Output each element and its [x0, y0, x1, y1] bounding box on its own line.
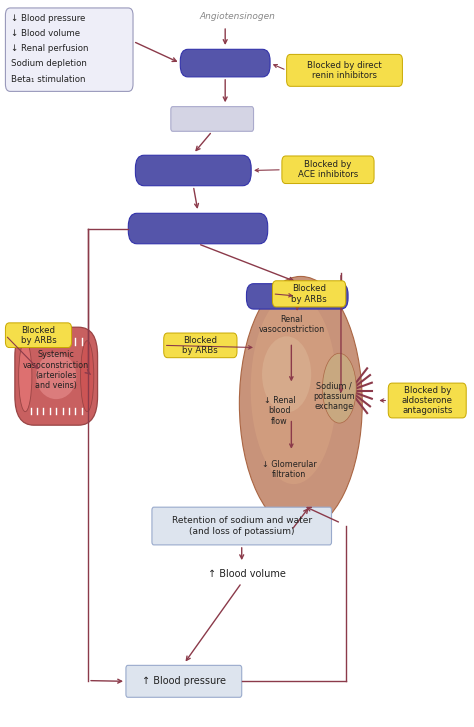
FancyBboxPatch shape [171, 107, 254, 132]
FancyBboxPatch shape [128, 213, 268, 244]
Text: ↓ Glomerular
filtration: ↓ Glomerular filtration [262, 459, 316, 479]
FancyBboxPatch shape [152, 507, 331, 545]
Text: Beta₁ stimulation: Beta₁ stimulation [11, 75, 86, 84]
FancyBboxPatch shape [164, 333, 237, 358]
Text: ↓ Renal
blood
flow: ↓ Renal blood flow [264, 395, 295, 425]
FancyBboxPatch shape [5, 8, 133, 92]
FancyBboxPatch shape [180, 49, 270, 77]
Text: Blocked by direct
renin inhibitors: Blocked by direct renin inhibitors [307, 60, 382, 80]
Text: Systemic
vasoconstriction
(arterioles
and veins): Systemic vasoconstriction (arterioles an… [23, 350, 89, 390]
Ellipse shape [322, 353, 356, 423]
Text: Renal
vasoconstriction: Renal vasoconstriction [258, 315, 324, 334]
Text: Angiotensinogen: Angiotensinogen [199, 12, 275, 21]
Text: Sodium /
potassium
exchange: Sodium / potassium exchange [313, 381, 355, 411]
FancyBboxPatch shape [5, 323, 72, 348]
Ellipse shape [251, 294, 337, 484]
Text: ↓ Renal perfusion: ↓ Renal perfusion [11, 44, 89, 53]
FancyBboxPatch shape [136, 156, 251, 185]
FancyBboxPatch shape [126, 665, 242, 697]
Text: Blocked
by ARBs: Blocked by ARBs [21, 326, 56, 345]
Ellipse shape [262, 337, 311, 412]
Text: ↓ Blood pressure: ↓ Blood pressure [11, 14, 85, 23]
FancyBboxPatch shape [246, 284, 348, 309]
Ellipse shape [239, 276, 362, 531]
Text: Blocked
by ARBs: Blocked by ARBs [182, 336, 218, 355]
Text: ↑ Blood pressure: ↑ Blood pressure [142, 676, 226, 686]
FancyBboxPatch shape [15, 327, 98, 425]
Text: ↑ Blood volume: ↑ Blood volume [208, 569, 285, 579]
FancyBboxPatch shape [287, 55, 402, 87]
Text: Blocked
by ARBs: Blocked by ARBs [291, 284, 327, 304]
Text: Blocked by
ACE inhibitors: Blocked by ACE inhibitors [298, 160, 358, 180]
FancyBboxPatch shape [282, 156, 374, 183]
Text: Sodium depletion: Sodium depletion [11, 60, 87, 68]
Ellipse shape [36, 353, 76, 399]
Text: Retention of sodium and water
(and loss of potassium): Retention of sodium and water (and loss … [172, 516, 312, 536]
Text: Blocked by
aldosterone
antagonists: Blocked by aldosterone antagonists [402, 385, 453, 415]
Ellipse shape [18, 341, 32, 411]
FancyBboxPatch shape [273, 281, 346, 307]
Ellipse shape [81, 341, 94, 411]
FancyBboxPatch shape [388, 383, 466, 418]
Text: ↓ Blood volume: ↓ Blood volume [11, 29, 80, 38]
